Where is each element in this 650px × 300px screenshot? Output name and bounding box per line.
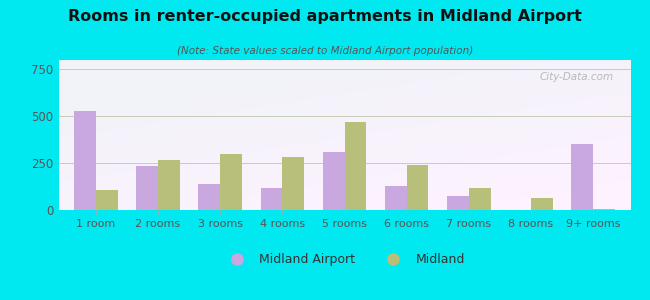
Text: Rooms in renter-occupied apartments in Midland Airport: Rooms in renter-occupied apartments in M… xyxy=(68,9,582,24)
Bar xyxy=(261,188,282,210)
Bar xyxy=(198,184,220,210)
Bar xyxy=(136,166,158,210)
Bar xyxy=(385,186,407,210)
Bar xyxy=(385,186,407,210)
Bar xyxy=(158,160,180,210)
Bar xyxy=(407,165,428,210)
Bar xyxy=(96,190,118,210)
Bar xyxy=(261,188,282,210)
Bar xyxy=(323,152,345,210)
Bar xyxy=(220,154,242,210)
Text: City-Data.com: City-Data.com xyxy=(540,72,614,82)
Bar xyxy=(323,152,345,210)
Bar xyxy=(96,190,118,210)
Bar xyxy=(407,165,428,210)
Bar xyxy=(571,144,593,210)
Bar xyxy=(136,166,158,210)
Bar xyxy=(344,122,366,210)
Bar xyxy=(344,122,366,210)
Bar xyxy=(469,188,491,210)
Bar xyxy=(531,198,552,210)
Bar xyxy=(447,196,469,210)
Bar xyxy=(74,111,96,210)
Bar xyxy=(198,184,220,210)
Bar xyxy=(593,208,615,210)
Bar xyxy=(282,157,304,210)
Bar xyxy=(447,196,469,210)
Text: (Note: State values scaled to Midland Airport population): (Note: State values scaled to Midland Ai… xyxy=(177,46,473,56)
Bar xyxy=(571,144,593,210)
Bar xyxy=(74,111,96,210)
Bar xyxy=(282,157,304,210)
Bar xyxy=(531,198,552,210)
Legend: Midland Airport, Midland: Midland Airport, Midland xyxy=(219,248,470,271)
Bar xyxy=(220,154,242,210)
Bar xyxy=(158,160,180,210)
Bar xyxy=(593,208,615,210)
Bar xyxy=(469,188,491,210)
